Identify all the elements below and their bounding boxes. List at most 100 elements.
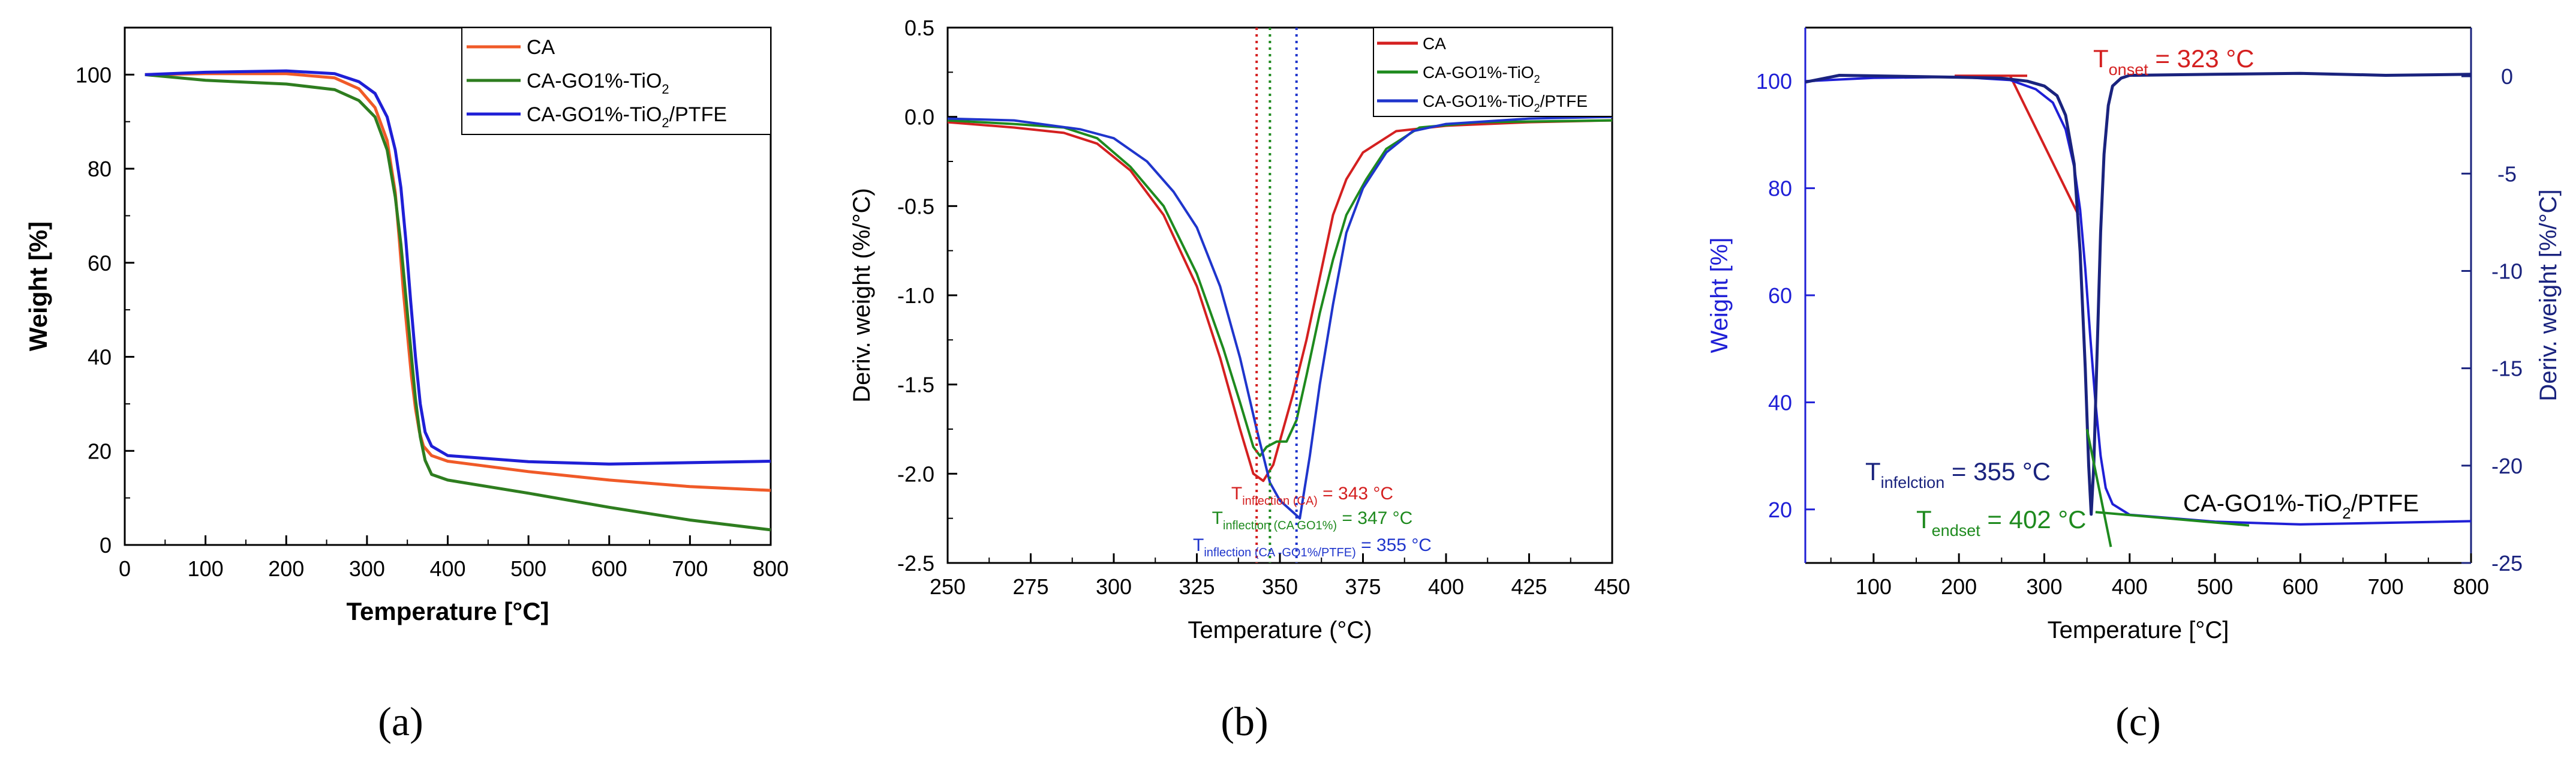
legend-label: CA	[1423, 34, 1446, 53]
series-line-ca-go1-tio2	[145, 73, 771, 532]
x-tick-label: 100	[188, 556, 224, 581]
inflection-label-part: T	[1865, 457, 1881, 486]
sample-label: CA-GO1%-TiO2/PTFE	[2183, 490, 2419, 522]
x-tick-label: 425	[1511, 574, 1547, 599]
legend-label-part: CA-GO1%-TiO	[1423, 63, 1534, 82]
legend-label: CA-GO1%-TiO2	[1423, 63, 1540, 85]
legend-label-part: 2	[662, 115, 669, 130]
x-tick-label: 275	[1012, 574, 1048, 599]
inflection-label-part: T	[1212, 508, 1223, 528]
y2-tick-label: -25	[2491, 551, 2523, 576]
panel-b-chart: 250 275 300 325 350 375 400 425 450 -2.5 -2.0 -1.5 -…	[849, 16, 1630, 643]
y-tick-label: 20	[1768, 498, 1792, 522]
y-tick-label: 100	[1756, 69, 1792, 94]
figure-label-b: (b)	[1221, 699, 1268, 744]
series-line-ca	[947, 119, 1613, 483]
y-tick-label: 60	[88, 251, 112, 275]
onset-label: Tonset = 323 °C	[2093, 44, 2254, 79]
series-line-weight	[1805, 76, 2472, 526]
y-tick-label: -0.5	[897, 194, 934, 218]
x-tick-label: 200	[1941, 574, 1977, 599]
onset-tangent-line	[2009, 75, 2080, 216]
inflection-label-part: = 343 °C	[1318, 484, 1393, 504]
series-line-ca-go1-tio2-ptfe	[145, 69, 771, 466]
panel-a-chart: 0 100 200 300 400 500 600 700 800 0 20 40 60 80 100 CA C…	[24, 26, 789, 625]
inflection-label: Tinflection (CA GO1%) = 347 °C	[1212, 508, 1413, 532]
x-tick-label: 300	[2026, 574, 2062, 599]
inflection-label-part: T	[1231, 484, 1242, 504]
x-tick-label: 400	[2112, 574, 2148, 599]
y-tick-label: -1.0	[897, 283, 934, 308]
y-tick-label: 0.0	[904, 105, 934, 130]
inflection-label-part: infelction	[1881, 474, 1945, 492]
x-tick-label: 100	[1856, 574, 1892, 599]
inflection-label-part: inflection (CA GO1%)	[1223, 519, 1337, 532]
inflection-label-part: T	[1193, 535, 1204, 555]
y-tick-label: -2.5	[897, 551, 934, 576]
x-tick-label: 300	[349, 556, 385, 581]
x-tick-label: 600	[2282, 574, 2318, 599]
sample-label-part: /PTFE	[2351, 490, 2419, 517]
panel-c-chart: 100 200 300 400 500 600 700 80020406080100-25-2…	[1706, 26, 2562, 643]
inflection-label: Tinflection (CA) = 343 °C	[1231, 484, 1393, 508]
endset-label: Tendset = 402 °C	[1916, 505, 2086, 540]
x-tick-label: 250	[930, 574, 966, 599]
figure-label-c: (c)	[2115, 699, 2160, 744]
legend-label: CA	[527, 36, 555, 59]
y-tick-label: 100	[76, 62, 112, 87]
y-tick-label: 40	[88, 345, 112, 370]
legend-label-part: 2	[662, 82, 669, 97]
x-tick-label: 375	[1345, 574, 1381, 599]
x-tick-label: 300	[1096, 574, 1132, 599]
legend-label-part: /PTFE	[669, 103, 727, 126]
inflection-label: Tinflection (CA -GO1%/PTFE) = 355 °C	[1193, 535, 1432, 559]
legend-label-part: 2	[1534, 73, 1540, 85]
x-tick-label: 400	[1428, 574, 1464, 599]
y-tick-label: -1.5	[897, 373, 934, 397]
y2-tick-label: -20	[2491, 454, 2523, 478]
inflection-label-part: = 355 °C	[1356, 535, 1432, 555]
y-tick-label: 20	[88, 439, 112, 463]
x-tick-label: 700	[2368, 574, 2404, 599]
x-tick-label: 600	[591, 556, 627, 581]
legend-label-part: CA-GO1%-TiO	[1423, 92, 1534, 110]
y-axis-title: Weight [%]	[24, 221, 52, 351]
onset-label-part: onset	[2109, 61, 2149, 79]
figure-label-a: (a)	[378, 699, 423, 744]
x-tick-label: 325	[1179, 574, 1215, 599]
legend-label: CA-GO1%-TiO2/PTFE	[527, 103, 727, 130]
x-tick-label: 200	[268, 556, 304, 581]
x-tick-label: 350	[1262, 574, 1298, 599]
y-tick-label: 60	[1768, 283, 1792, 308]
y-tick-label: 80	[1768, 176, 1792, 201]
y2-tick-label: 0	[2501, 64, 2513, 89]
onset-label-part: T	[2093, 44, 2109, 73]
legend-label-part: CA	[1423, 34, 1446, 53]
x-tick-label: 500	[2197, 574, 2233, 599]
x-axis-title: Temperature [°C]	[2048, 617, 2229, 643]
y-tick-label: -2.0	[897, 462, 934, 486]
x-tick-label: 700	[672, 556, 708, 581]
x-tick-label: 0	[119, 556, 131, 581]
endset-label-part: endset	[1932, 522, 1981, 540]
x-axis-title: Temperature (°C)	[1188, 617, 1372, 643]
x-tick-label: 400	[429, 556, 465, 581]
onset-label-part: = 323 °C	[2148, 44, 2255, 73]
inflection-label-part: inflection (CA)	[1242, 495, 1318, 508]
legend-label-part: CA-GO1%-TiO	[527, 103, 662, 126]
series-line-ca-go1-tio2-ptfe	[947, 115, 1613, 520]
endset-tangent-line	[2085, 429, 2112, 547]
y2-tick-label: -10	[2491, 259, 2523, 283]
x-tick-label: 450	[1594, 574, 1630, 599]
series-line-derivative	[1805, 71, 2472, 516]
x-axis-title: Temperature [°C]	[346, 597, 549, 625]
inflection-label: Tinfelction = 355 °C	[1865, 457, 2051, 492]
legend-label: CA-GO1%-TiO2/PTFE	[1423, 92, 1588, 114]
legend-label-part: 2	[1534, 102, 1540, 114]
endset-label-part: = 402 °C	[1980, 505, 2087, 534]
legend-label: CA-GO1%-TiO2	[527, 70, 669, 97]
inflection-label-part: inflection (CA -GO1%/PTFE)	[1204, 546, 1355, 559]
series-line-ca	[145, 72, 771, 492]
x-tick-label: 500	[510, 556, 546, 581]
